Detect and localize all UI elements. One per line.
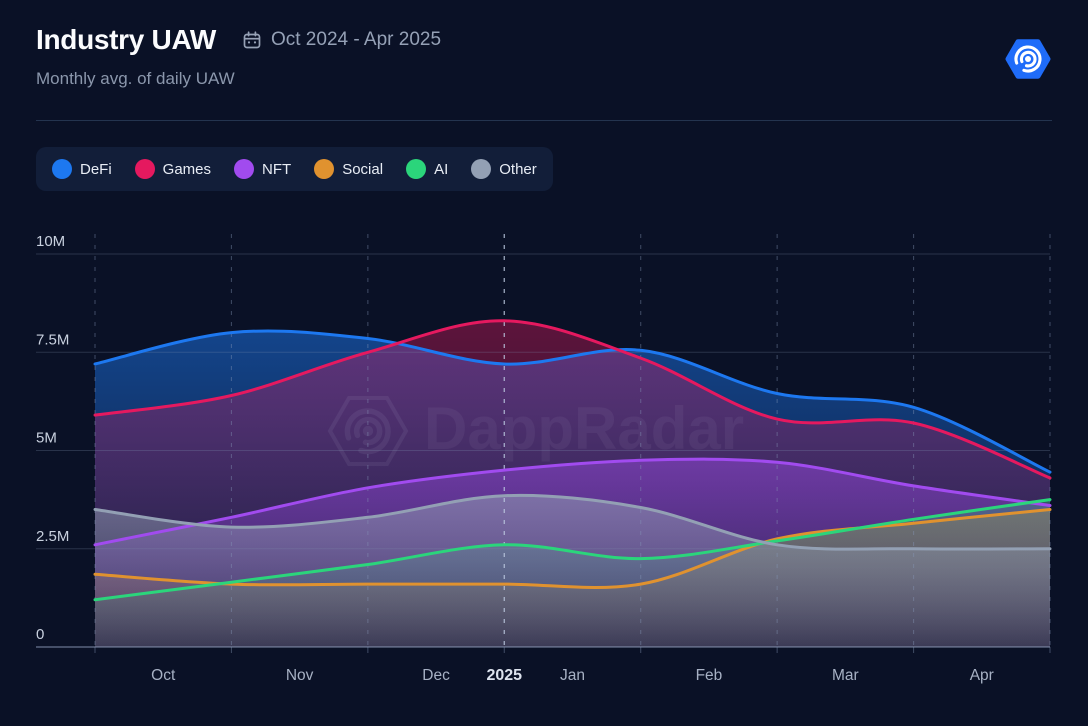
series-ai-line	[93, 498, 1052, 602]
y-tick-label: 5M	[36, 430, 57, 447]
series-nft-line	[93, 457, 1052, 547]
x-month-label: Oct	[151, 667, 176, 684]
y-tick-label: 0	[36, 626, 44, 643]
dappradar-logo-icon	[1005, 39, 1051, 79]
y-tick-label: 10M	[36, 233, 65, 250]
dappradar-logo[interactable]	[1005, 36, 1051, 82]
x-month-label: Jan	[560, 667, 585, 684]
legend-dot-defi	[52, 159, 72, 179]
dappradar-watermark: DappRadar	[327, 395, 744, 466]
legend-dot-social	[314, 159, 335, 179]
legend-item-other[interactable]: Other	[471, 159, 537, 179]
calendar-icon	[243, 31, 261, 49]
chart-subtitle: Monthly avg. of daily UAW	[36, 69, 235, 88]
legend-item-defi[interactable]: DeFi	[52, 159, 112, 179]
legend-item-nft[interactable]: NFT	[234, 159, 291, 179]
legend-label: Other	[499, 160, 537, 178]
legend-dot-games	[134, 159, 155, 179]
header-divider	[36, 120, 1052, 121]
series-games-line	[93, 319, 1052, 480]
series-other-area	[95, 495, 1050, 647]
x-month-label: Mar	[832, 667, 859, 684]
x-month-label: Feb	[696, 667, 723, 684]
legend-label: AI	[434, 160, 449, 178]
date-range[interactable]: Oct 2024 - Apr 2025	[242, 29, 441, 51]
legend-dot-ai	[406, 159, 427, 179]
y-tick-label: 2.5M	[36, 528, 69, 545]
series-social-line	[93, 508, 1052, 589]
legend-item-ai[interactable]: AI	[406, 159, 448, 179]
legend-label: DeFi	[80, 160, 112, 178]
date-range-label: Oct 2024 - Apr 2025	[270, 29, 442, 50]
series-other-line	[93, 493, 1052, 551]
series-defi-line	[93, 329, 1052, 474]
legend-label: Social	[342, 160, 384, 178]
legend-label: NFT	[262, 160, 292, 178]
legend-item-social[interactable]: Social	[314, 159, 383, 179]
legend-dot-other	[471, 159, 492, 179]
legend-label: Games	[162, 160, 212, 178]
legend: DeFi Games NFT Social AI Other	[36, 147, 553, 191]
watermark-text: DappRadar	[424, 395, 744, 462]
header: Industry UAW Oct 2024 - Apr 2025	[0, 0, 1088, 56]
page-title: Industry UAW	[36, 24, 216, 55]
x-month-label: Nov	[286, 667, 314, 684]
legend-dot-nft	[234, 159, 255, 179]
legend-item-games[interactable]: Games	[134, 159, 212, 179]
x-month-label: Dec	[422, 667, 450, 684]
y-tick-label: 7.5M	[36, 331, 69, 348]
x-month-label: Apr	[970, 667, 994, 684]
x-year-label: 2025	[486, 667, 522, 684]
